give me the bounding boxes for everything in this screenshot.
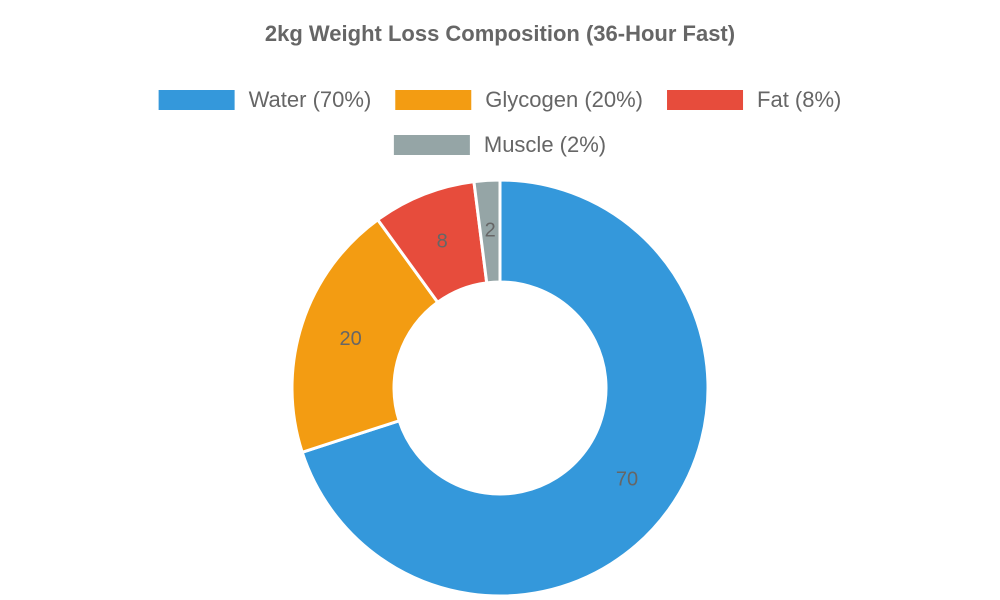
data-label: 20: [340, 328, 362, 350]
legend-swatch: [158, 90, 235, 110]
legend-label: Water (70%): [249, 87, 372, 112]
legend-swatch: [395, 90, 472, 110]
legend-label: Fat (8%): [757, 87, 841, 112]
chart-title: 2kg Weight Loss Composition (36-Hour Fas…: [265, 21, 735, 46]
legend-label: Muscle (2%): [484, 132, 606, 157]
slice: [300, 178, 710, 598]
slice: [472, 178, 502, 285]
data-label: 70: [616, 469, 638, 491]
legend-swatch: [667, 90, 744, 110]
data-label: 8: [437, 230, 448, 252]
legend-label: Glycogen (20%): [485, 87, 643, 112]
data-label: 2: [485, 220, 496, 242]
legend-swatch: [393, 135, 470, 155]
slice: [290, 217, 440, 455]
